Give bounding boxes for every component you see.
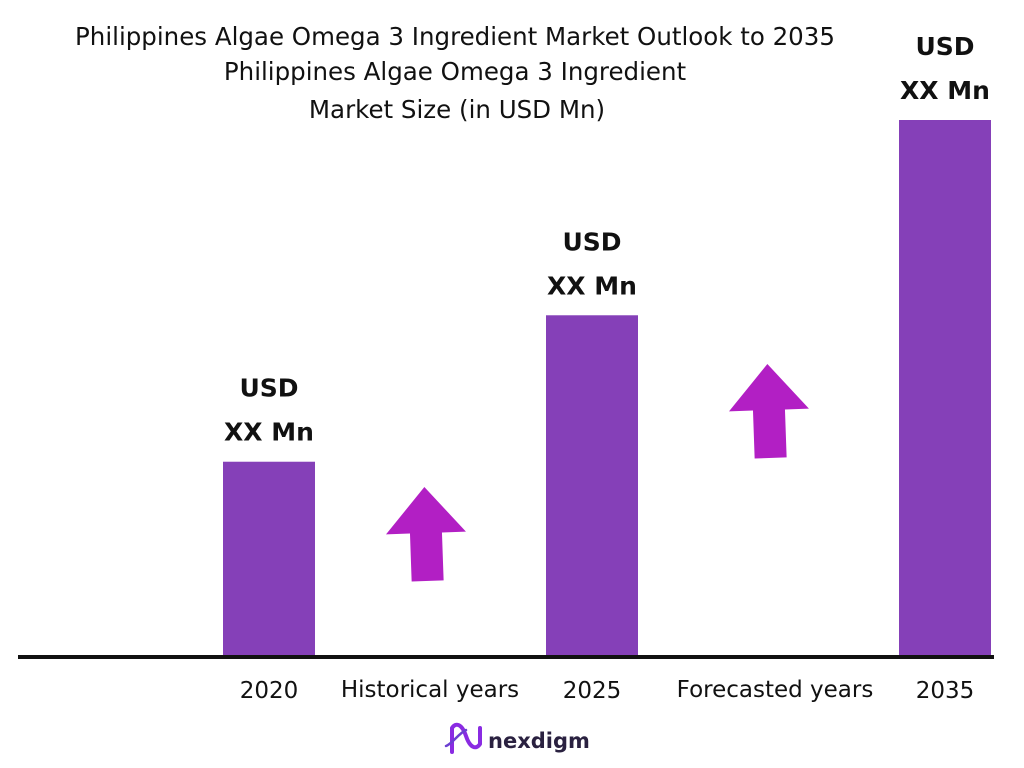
x-tick-2025: 2025 (563, 678, 622, 704)
bars-layer: USD XX Mn USD XX Mn USD XX Mn (223, 32, 991, 659)
x-tick-2035: 2035 (916, 678, 975, 704)
period-label-1: Historical years (341, 677, 519, 703)
chart-subtitle-line-2: Market Size (in USD Mn) (309, 95, 605, 124)
data-label-2020-line-1: USD (239, 374, 298, 403)
period-label-2: Forecasted years (677, 677, 874, 703)
x-tick-2020: 2020 (240, 678, 299, 704)
chart-subtitle-line-1: Philippines Algae Omega 3 Ingredient (224, 57, 687, 86)
up-arrow-icon-2 (728, 364, 809, 459)
up-arrow-icon-1 (385, 487, 466, 582)
data-label-2025-line-1: USD (562, 227, 621, 256)
chart-title-group: Philippines Algae Omega 3 Ingredient Mar… (75, 22, 835, 124)
brand-footer: nexdigm (444, 722, 590, 754)
growth-arrows-layer (385, 364, 809, 582)
bar-2020 (223, 461, 315, 659)
data-label-2035-line-2: XX Mn (900, 76, 990, 105)
data-label-2020-line-2: XX Mn (224, 418, 314, 447)
bar-2025 (546, 315, 638, 659)
chart-title: Philippines Algae Omega 3 Ingredient Mar… (75, 22, 835, 51)
bar-2035 (899, 120, 991, 659)
nexdigm-logo-icon (444, 722, 482, 754)
data-label-2035-line-1: USD (915, 32, 974, 61)
x-axis-labels: 2020 2025 2035 Historical years Forecasted y… (240, 677, 975, 704)
data-label-2025-line-2: XX Mn (547, 271, 637, 300)
brand-name: nexdigm (488, 729, 590, 753)
